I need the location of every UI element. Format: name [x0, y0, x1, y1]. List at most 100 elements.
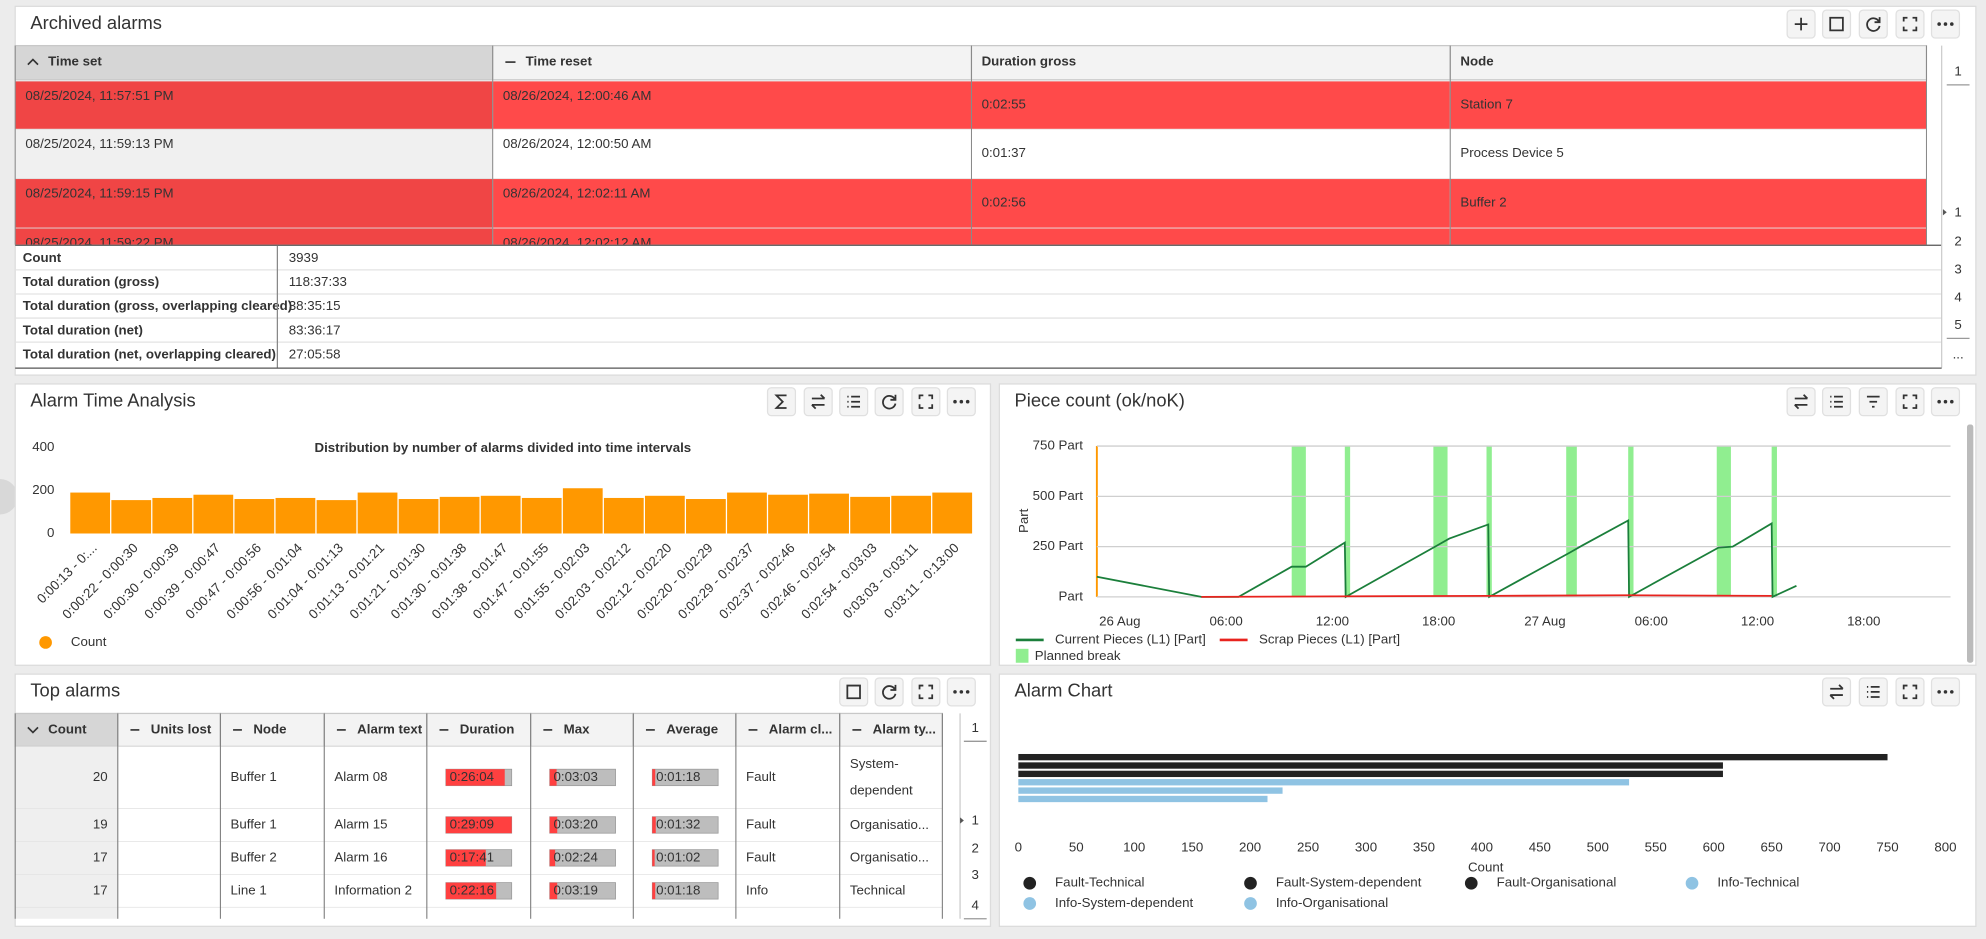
legend-label: Count [71, 634, 107, 649]
legend-swatch [1685, 876, 1699, 890]
button-bg [1821, 9, 1852, 39]
toolbar-button[interactable] [839, 387, 869, 417]
page-number[interactable]: ... [1953, 346, 1964, 361]
x-tick-label: 18:00 [1422, 614, 1455, 629]
page-number[interactable]: 1 [1954, 204, 1961, 219]
page-number[interactable]: 4 [972, 898, 979, 913]
toolbar-button[interactable] [874, 677, 904, 707]
toolbar-button[interactable] [1858, 387, 1888, 417]
button-bg [766, 387, 797, 417]
sorted-shade [15, 129, 493, 179]
toolbar-button[interactable] [1895, 9, 1925, 39]
table-text: Alarm 15 [334, 816, 387, 831]
x-tick-label: 06:00 [1635, 614, 1668, 629]
toolbar-button[interactable] [1786, 9, 1816, 39]
x-tick-label: 600 [1703, 839, 1725, 854]
sort-indicator [27, 726, 39, 734]
bar [70, 492, 111, 534]
bar [445, 769, 505, 786]
table-text: 0:29:09 [450, 816, 494, 831]
bar [445, 849, 486, 867]
header-cell [14, 712, 119, 748]
toolbar-button[interactable] [946, 387, 976, 417]
bar [152, 497, 193, 534]
page-number[interactable]: 5 [1954, 317, 1961, 332]
page-number[interactable]: 2 [972, 841, 979, 856]
toolbar-button[interactable] [1930, 677, 1961, 707]
summary-value: 83:36:17 [289, 322, 341, 337]
legend-label: Info-Technical [1717, 875, 1799, 890]
icon [1902, 394, 1918, 409]
bar [932, 492, 973, 534]
toolbar-button[interactable] [1821, 677, 1852, 707]
x-tick-label: 300 [1355, 839, 1377, 854]
bar [652, 816, 656, 834]
toolbar-button[interactable] [803, 387, 833, 417]
sort-indicator [27, 58, 39, 66]
page-number[interactable]: 3 [1954, 261, 1961, 276]
table-cell [15, 746, 119, 809]
toolbar-button[interactable] [839, 677, 869, 707]
button-bg [1858, 9, 1888, 39]
page-number[interactable]: 4 [1954, 289, 1961, 304]
bar [809, 493, 849, 534]
page-marker [1942, 209, 1947, 216]
bar [445, 816, 512, 834]
bar [398, 499, 439, 534]
page-number[interactable]: 3 [972, 867, 979, 882]
table-text: 08/25/2024, 11:59:15 PM [25, 185, 173, 200]
toolbar-button[interactable] [1858, 9, 1888, 39]
button-bg [1786, 387, 1816, 417]
bar [644, 495, 685, 534]
column-header: Node [1460, 54, 1493, 69]
bar [521, 497, 562, 534]
table-cell [117, 906, 221, 919]
column-header: Alarm text [357, 721, 423, 736]
planned-break [1433, 446, 1448, 597]
legend-label: Fault-Technical [1055, 875, 1144, 890]
toolbar-button[interactable] [1930, 9, 1961, 39]
page-number[interactable]: 1 [972, 720, 979, 735]
column-header: Average [666, 721, 718, 736]
icon [1866, 685, 1880, 698]
bar [1018, 770, 1723, 778]
icon-dot [1950, 399, 1954, 404]
scrollbar[interactable] [1967, 424, 1974, 663]
toolbar-button[interactable] [1930, 387, 1961, 417]
toolbar-button[interactable] [874, 387, 904, 417]
table-text: 0:01:18 [656, 769, 700, 784]
bar [768, 494, 808, 534]
x-tick-label: 26 Aug [1099, 614, 1140, 629]
planned-break [1716, 446, 1731, 597]
legend-label: Fault-Organisational [1497, 875, 1617, 890]
toolbar-button[interactable] [766, 387, 797, 417]
toolbar-button[interactable] [1821, 387, 1852, 417]
page-number[interactable]: 1 [972, 813, 979, 828]
toolbar-button[interactable] [911, 387, 941, 417]
table-text: 0:03:20 [553, 816, 597, 831]
toolbar-button[interactable] [911, 677, 941, 707]
column-header: Max [564, 721, 590, 736]
icon-dot [1950, 22, 1954, 26]
page-number[interactable]: 2 [1954, 234, 1961, 249]
x-tick-label: 800 [1934, 839, 1956, 854]
table-text: 08/26/2024, 12:02:11 AM [503, 185, 651, 200]
legend-swatch [1244, 876, 1257, 890]
icon [1794, 394, 1809, 410]
toolbar-button[interactable] [1895, 677, 1925, 707]
toolbar-button[interactable] [1858, 677, 1888, 707]
toolbar-button[interactable] [1786, 387, 1816, 417]
y-tick-label: 200 [32, 482, 54, 497]
icon-dot [1950, 690, 1954, 694]
toolbar-button[interactable] [1895, 387, 1925, 417]
bar [549, 769, 557, 786]
summary-value: 118:37:33 [289, 274, 347, 289]
page-number[interactable]: 1 [1954, 64, 1961, 79]
table-cell [1449, 178, 1927, 229]
toolbar-button[interactable] [946, 677, 976, 707]
sidebar-handle[interactable] [0, 479, 18, 515]
bar [193, 494, 234, 534]
summary-label: Total duration (net, overlapping cleared… [23, 346, 276, 361]
toolbar-button[interactable] [1821, 9, 1852, 39]
bar [652, 849, 655, 867]
